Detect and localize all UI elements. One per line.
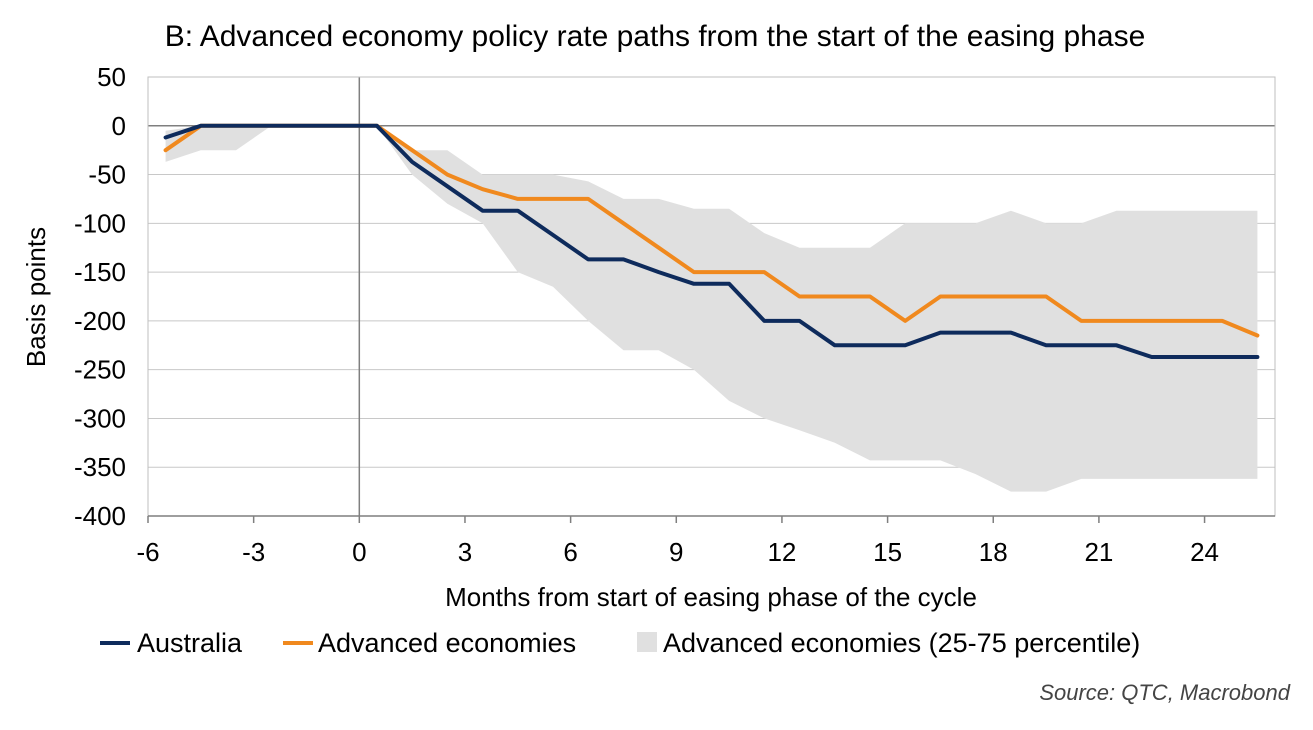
- x-tick-label: 6: [563, 537, 577, 567]
- y-tick-label: -150: [74, 257, 126, 287]
- x-tick-label: 12: [767, 537, 796, 567]
- x-tick-label: 18: [979, 537, 1008, 567]
- y-tick-label: -100: [74, 208, 126, 238]
- x-tick-label: 9: [669, 537, 683, 567]
- legend-advanced-economies-label: Advanced economies: [318, 628, 576, 658]
- legend-percentile-band-swatch: [637, 632, 657, 652]
- legend-australia-label: Australia: [137, 628, 243, 658]
- y-tick-label: -200: [74, 306, 126, 336]
- x-tick-label: -6: [136, 537, 159, 567]
- chart-title: B: Advanced economy policy rate paths fr…: [165, 20, 1146, 53]
- legend-percentile-band-label: Advanced economies (25-75 percentile): [663, 628, 1140, 658]
- y-tick-label: -300: [74, 403, 126, 433]
- y-axis-title: Basis points: [21, 227, 51, 367]
- y-tick-label: -50: [88, 160, 126, 190]
- x-tick-label: 21: [1084, 537, 1113, 567]
- source-note: Source: QTC, Macrobond: [1039, 680, 1290, 705]
- x-axis-title: Months from start of easing phase of the…: [445, 582, 977, 612]
- y-axis-ticks: 50 0 -50 -100 -150 -200 -250 -300 -350 -400: [74, 62, 126, 531]
- x-tick-label: 15: [873, 537, 902, 567]
- series-line-australia: [163, 123, 1260, 359]
- y-tick-label: 0: [112, 111, 126, 141]
- x-tick-label: 24: [1190, 537, 1219, 567]
- x-tick-label: -3: [242, 537, 265, 567]
- percentile-band-area: [165, 125, 1258, 492]
- plot-area: [147, 76, 1276, 517]
- x-tick-label: 3: [458, 537, 472, 567]
- y-tick-label: 50: [97, 62, 126, 92]
- x-axis-ticks: -6 -3 0 3 6 9 12 15 18 21 24: [136, 516, 1219, 567]
- y-tick-label: -350: [74, 452, 126, 482]
- y-tick-label: -250: [74, 355, 126, 385]
- x-tick-label: 0: [352, 537, 366, 567]
- legend: Australia Advanced economies Advanced ec…: [100, 628, 1140, 658]
- y-tick-label: -400: [74, 501, 126, 531]
